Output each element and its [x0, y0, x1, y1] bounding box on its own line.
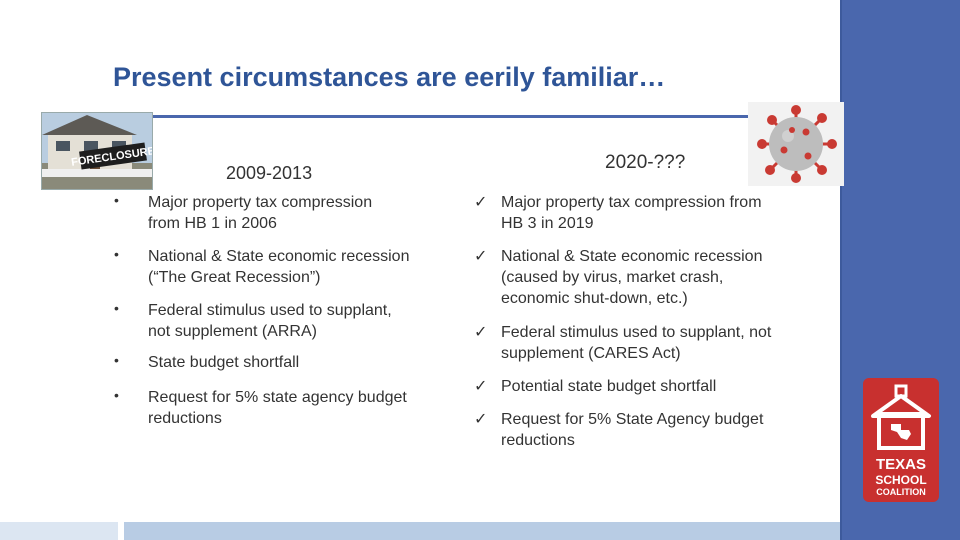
schoolhouse-icon	[871, 384, 931, 450]
left-item-3: Federal stimulus used to supplant, not su…	[148, 302, 392, 340]
check-icon: ✓	[474, 194, 488, 211]
coronavirus-image	[748, 102, 844, 186]
bullet-icon: •	[114, 300, 119, 316]
logo-line-coalition: COALITION	[876, 487, 926, 497]
logo-line-school: SCHOOL	[875, 473, 927, 487]
logo-line-texas: TEXAS	[875, 456, 926, 473]
bottom-strip-left	[0, 522, 118, 540]
bottom-strip	[124, 522, 840, 540]
right-column-heading: 2020-???	[605, 152, 686, 173]
check-icon: ✓	[474, 324, 488, 341]
left-item-1: Major property tax compression from HB 1 …	[148, 194, 373, 232]
texas-school-coalition-logo: TEXAS SCHOOL COALITION	[863, 378, 939, 502]
left-item-4: State budget shortfall	[148, 354, 300, 371]
right-item-1: Major property tax compression from HB 3 …	[501, 194, 762, 232]
check-icon: ✓	[474, 378, 488, 395]
left-column-heading: 2009-2013	[226, 163, 313, 183]
bullet-icon: •	[114, 192, 119, 208]
slide-title: Present circumstances are eerily familia…	[113, 62, 666, 92]
right-item-4: Potential state budget shortfall	[501, 378, 717, 395]
right-item-3: Federal stimulus used to supplant, not su…	[501, 324, 772, 362]
bullet-icon: •	[114, 352, 119, 368]
left-item-2: National & State economic recession (“The…	[148, 248, 410, 286]
bullet-icon: •	[114, 246, 119, 262]
right-item-5: Request for 5% State Agency budget reduct…	[501, 411, 764, 449]
title-underline	[112, 115, 762, 118]
right-item-2: National & State economic recession (caus…	[501, 248, 763, 307]
check-icon: ✓	[474, 248, 488, 265]
check-icon: ✓	[474, 411, 488, 428]
left-item-5: Request for 5% state agency budget reduct…	[148, 389, 407, 427]
bullet-icon: •	[114, 387, 119, 403]
foreclosure-house-image: FORECLOSURE	[41, 112, 153, 190]
